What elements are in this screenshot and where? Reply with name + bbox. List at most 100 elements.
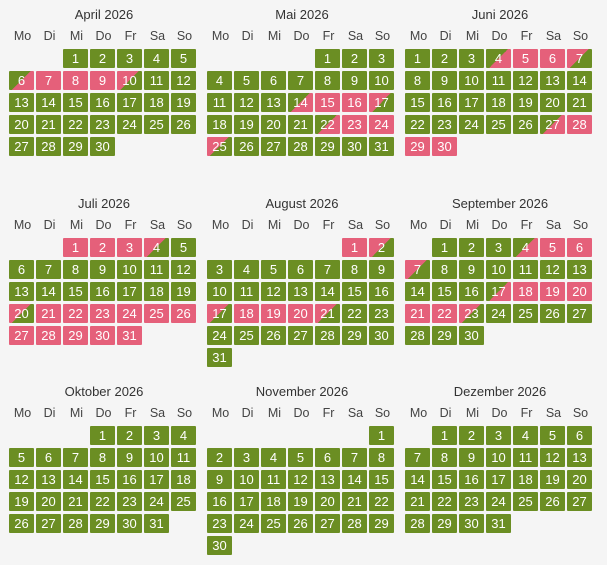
day-cell[interactable]: 5 [171,49,196,68]
day-cell[interactable]: 16 [459,282,484,301]
day-cell[interactable]: 11 [144,71,169,90]
day-cell[interactable]: 16 [459,470,484,489]
day-cell[interactable]: 13 [9,282,34,301]
day-cell[interactable]: 12 [540,448,565,467]
day-cell[interactable]: 17 [234,492,259,511]
day-cell[interactable]: 17 [144,470,169,489]
day-cell[interactable]: 17 [486,470,511,489]
day-cell[interactable]: 25 [513,304,538,323]
day-cell[interactable]: 30 [90,326,115,345]
day-cell[interactable]: 19 [234,115,259,134]
day-cell[interactable]: 8 [90,448,115,467]
day-cell[interactable]: 27 [567,304,592,323]
day-cell[interactable]: 2 [459,426,484,445]
day-cell[interactable]: 5 [540,426,565,445]
day-cell[interactable]: 20 [9,304,34,323]
day-cell[interactable]: 11 [234,282,259,301]
day-cell[interactable]: 24 [486,492,511,511]
day-cell[interactable]: 20 [567,470,592,489]
day-cell[interactable]: 5 [540,238,565,257]
day-cell[interactable]: 4 [207,71,232,90]
day-cell[interactable]: 11 [144,260,169,279]
day-cell[interactable]: 25 [513,492,538,511]
day-cell[interactable]: 30 [459,326,484,345]
day-cell[interactable]: 20 [261,115,286,134]
day-cell[interactable]: 2 [117,426,142,445]
day-cell[interactable]: 24 [144,492,169,511]
day-cell[interactable]: 2 [207,448,232,467]
day-cell[interactable]: 30 [369,326,394,345]
day-cell[interactable]: 5 [171,238,196,257]
day-cell[interactable]: 8 [405,71,430,90]
day-cell[interactable]: 23 [90,115,115,134]
day-cell[interactable]: 28 [36,137,61,156]
day-cell[interactable]: 10 [117,71,142,90]
day-cell[interactable]: 29 [405,137,430,156]
day-cell[interactable]: 3 [117,49,142,68]
day-cell[interactable]: 24 [117,115,142,134]
day-cell[interactable]: 30 [432,137,457,156]
day-cell[interactable]: 6 [315,448,340,467]
day-cell[interactable]: 25 [144,304,169,323]
day-cell[interactable]: 22 [405,115,430,134]
day-cell[interactable]: 14 [63,470,88,489]
day-cell[interactable]: 11 [207,93,232,112]
day-cell[interactable]: 8 [315,71,340,90]
day-cell[interactable]: 31 [486,514,511,533]
day-cell[interactable]: 24 [234,514,259,533]
day-cell[interactable]: 27 [315,514,340,533]
day-cell[interactable]: 7 [405,448,430,467]
day-cell[interactable]: 3 [459,49,484,68]
day-cell[interactable]: 13 [567,448,592,467]
day-cell[interactable]: 10 [207,282,232,301]
day-cell[interactable]: 17 [459,93,484,112]
day-cell[interactable]: 16 [369,282,394,301]
day-cell[interactable]: 8 [63,260,88,279]
day-cell[interactable]: 26 [9,514,34,533]
day-cell[interactable]: 29 [432,326,457,345]
day-cell[interactable]: 18 [486,93,511,112]
day-cell[interactable]: 7 [405,260,430,279]
day-cell[interactable]: 29 [90,514,115,533]
day-cell[interactable]: 17 [117,282,142,301]
day-cell[interactable]: 5 [261,260,286,279]
day-cell[interactable]: 1 [342,238,367,257]
day-cell[interactable]: 8 [432,448,457,467]
day-cell[interactable]: 6 [540,49,565,68]
day-cell[interactable]: 29 [315,137,340,156]
day-cell[interactable]: 18 [234,304,259,323]
day-cell[interactable]: 7 [567,49,592,68]
day-cell[interactable]: 4 [261,448,286,467]
day-cell[interactable]: 19 [171,93,196,112]
day-cell[interactable]: 15 [63,93,88,112]
day-cell[interactable]: 14 [36,93,61,112]
day-cell[interactable]: 24 [207,326,232,345]
day-cell[interactable]: 20 [540,93,565,112]
day-cell[interactable]: 2 [90,49,115,68]
day-cell[interactable]: 29 [63,326,88,345]
day-cell[interactable]: 29 [63,137,88,156]
day-cell[interactable]: 1 [369,426,394,445]
day-cell[interactable]: 4 [486,49,511,68]
day-cell[interactable]: 22 [432,492,457,511]
day-cell[interactable]: 18 [261,492,286,511]
day-cell[interactable]: 11 [171,448,196,467]
day-cell[interactable]: 7 [63,448,88,467]
day-cell[interactable]: 8 [63,71,88,90]
day-cell[interactable]: 19 [540,282,565,301]
day-cell[interactable]: 4 [234,260,259,279]
day-cell[interactable]: 11 [513,260,538,279]
day-cell[interactable]: 15 [369,470,394,489]
day-cell[interactable]: 24 [486,304,511,323]
day-cell[interactable]: 22 [63,304,88,323]
day-cell[interactable]: 3 [486,426,511,445]
day-cell[interactable]: 5 [234,71,259,90]
day-cell[interactable]: 20 [567,282,592,301]
day-cell[interactable]: 26 [171,304,196,323]
day-cell[interactable]: 7 [342,448,367,467]
day-cell[interactable]: 22 [342,304,367,323]
day-cell[interactable]: 4 [144,238,169,257]
day-cell[interactable]: 15 [90,470,115,489]
day-cell[interactable]: 27 [567,492,592,511]
day-cell[interactable]: 5 [513,49,538,68]
